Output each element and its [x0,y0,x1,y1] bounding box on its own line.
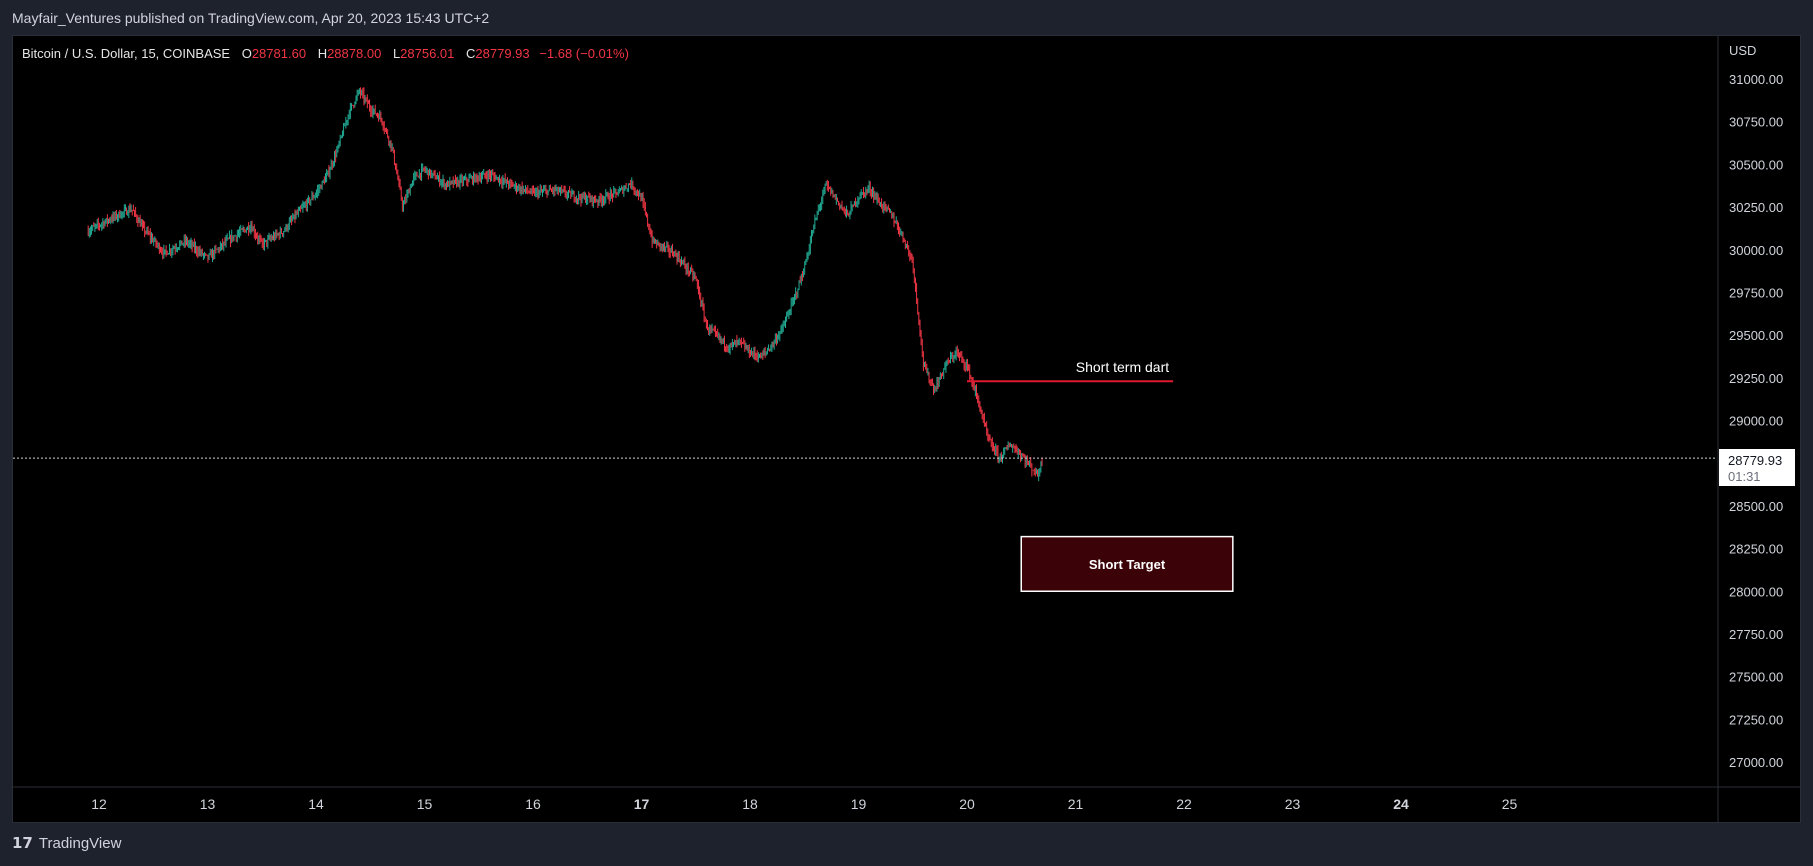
low-value: 28756.01 [400,46,455,61]
publication-header: Mayfair_Ventures published on TradingVie… [12,10,490,26]
high-value: 28878.00 [327,46,382,61]
footer-brand: 𝟭𝟳 TradingView [12,834,121,852]
symbol-legend: Bitcoin / U.S. Dollar, 15, COINBASE O287… [22,46,629,61]
high-label: H [317,46,328,61]
close-value: 28779.93 [475,46,530,61]
open-value: 28781.60 [251,46,307,61]
chart-panel[interactable] [12,35,1801,823]
low-label: L [392,46,401,61]
open-label: O [241,46,252,61]
brand-name: TradingView [38,834,122,852]
symbol-name[interactable]: Bitcoin / U.S. Dollar, 15, COINBASE [22,46,231,61]
change-value: −1.68 (−0.01%) [539,46,629,61]
close-label: C [466,46,476,61]
tradingview-logo-icon: 𝟭𝟳 [12,834,33,852]
